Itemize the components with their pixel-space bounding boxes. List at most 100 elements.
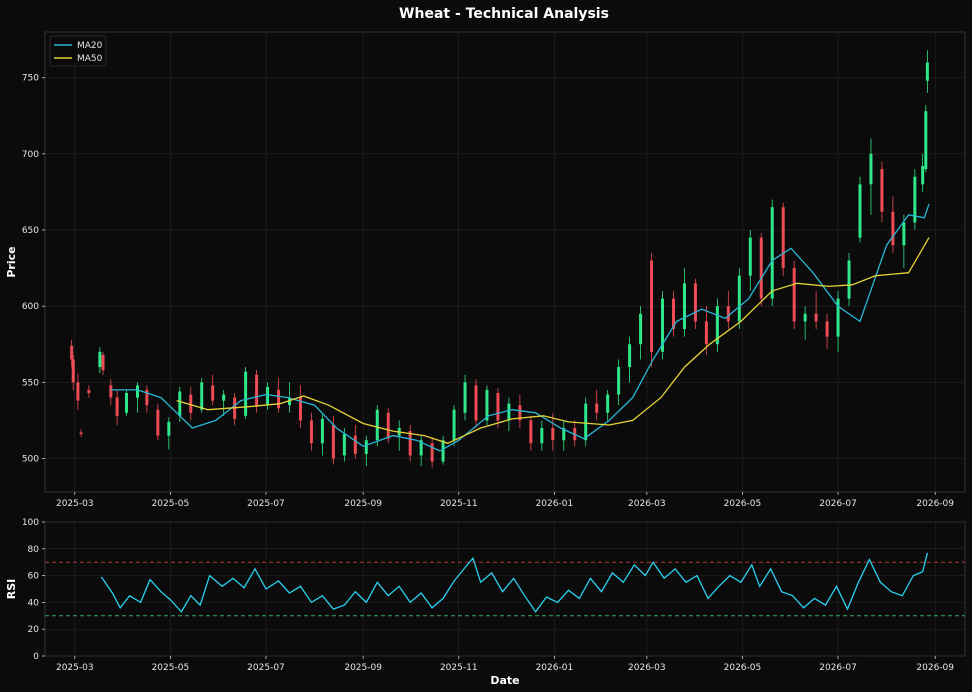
candle-body-down [115,397,119,416]
candle-body-down [101,354,105,371]
candle-body-up [540,428,544,444]
candle-body-down [211,385,215,401]
price-x-tick-label: 2026-09 [916,499,954,509]
candle-body-up [562,428,566,441]
price-y-tick-label: 600 [22,302,39,312]
rsi-line [100,552,929,613]
price-y-tick-label: 500 [22,454,39,464]
price-axis-ticks: 500 550 600 650 700 750 2025-03 2025-05 2025-07 2… [22,74,954,509]
candle-body-up [507,403,511,421]
price-y-axis-label: Price [5,246,18,277]
candle-body-down [880,169,884,212]
candle-body-down [156,409,160,436]
candle-body-down [386,412,390,439]
price-panel: 500 550 600 650 700 750 2025-03 2025-05 2025-07 2… [5,31,966,509]
candle-body-down [693,283,697,322]
price-x-tick-label: 2026-05 [724,499,762,509]
candle-body-down [595,403,599,413]
candle-body-down [331,424,335,459]
rsi-x-axis-label: Date [490,674,519,687]
legend-label-ma20: MA20 [77,41,103,51]
price-y-tick-label: 550 [22,378,39,388]
candle-body-down [891,211,895,246]
candle-body-down [309,420,313,444]
candle-body-up [715,306,719,345]
rsi-y-tick-label: 40 [28,598,40,608]
candle-body-down [529,420,533,444]
rsi-y-tick-label: 80 [28,545,40,555]
price-x-tick-label: 2026-01 [536,499,574,509]
candle-body-down [781,207,785,269]
price-x-tick-label: 2025-09 [344,499,382,509]
candle-body-down [551,428,555,441]
rsi-y-tick-label: 100 [22,518,39,528]
rsi-x-tick-label: 2026-09 [916,663,954,673]
rsi-x-tick-label: 2025-05 [152,663,190,673]
candle-body-up [320,418,324,444]
rsi-y-tick-label: 60 [28,572,40,582]
candle-body-up [639,313,643,345]
candle-body-up [902,222,906,246]
candle-body-up [135,385,139,398]
candle-body-up [924,111,928,170]
candle-body-down [408,431,412,456]
candle-body-up [200,382,204,410]
rsi-x-tick-label: 2026-05 [724,663,762,673]
candle-body-up [266,386,270,406]
price-y-tick-label: 750 [22,74,39,84]
ma20-line [110,203,930,452]
candle-body-down [70,345,74,360]
rsi-panel: 0 20 40 60 80 100 2025-03 2025-05 2025-07 2025-09… [5,518,966,687]
candle-body-down [189,394,193,413]
candle-body-down [79,432,83,435]
candle-body-down [277,389,281,409]
candle-body-up [584,403,588,441]
rsi-x-tick-label: 2026-07 [819,663,857,673]
price-x-tick-label: 2026-03 [628,499,666,509]
candle-body-down [704,321,708,345]
price-x-tick-label: 2025-03 [56,499,94,509]
rsi-grid [45,521,965,657]
candle-body-down [671,298,675,330]
legend: MA20 MA50 [49,35,107,67]
ma50-line [176,237,930,444]
candle-body-up [452,409,456,441]
candle-body-down [87,389,91,393]
rsi-x-tick-label: 2025-03 [56,663,94,673]
candle-body-up [847,260,851,299]
candle-body-down [430,443,434,462]
candle-body-up [364,440,368,454]
candle-body-up [124,392,128,413]
candle-body-up [770,207,774,299]
candle-body-up [375,409,379,441]
candle-body-up [342,434,346,456]
candle-body-up [244,371,248,416]
candle-body-down [518,405,522,421]
candle-body-up [748,237,752,276]
candle-body-down [76,382,80,401]
candle-body-down [650,260,654,352]
candle-body-up [463,382,467,413]
moving-average-lines [110,203,930,452]
candle-body-up [682,283,686,330]
price-x-tick-label: 2025-05 [152,499,190,509]
rsi-reference-lines [45,561,965,617]
rsi-y-tick-label: 20 [28,625,40,635]
price-y-tick-label: 700 [22,150,39,160]
rsi-axis-ticks: 0 20 40 60 80 100 2025-03 2025-05 2025-07 2025-09… [22,518,954,673]
candle-body-up [617,367,621,395]
candle-body-up [913,176,917,223]
candle-body-down [298,397,302,421]
candle-body-up [925,62,929,81]
candle-body-down [71,359,75,383]
candle-body-up [419,440,423,456]
candlestick-series [70,50,929,468]
candle-body-up [661,298,665,352]
candle-body-up [287,397,291,406]
candle-body-down [792,268,796,322]
candle-body-up [441,440,445,462]
candle-body-up [737,275,741,322]
candle-body-down [255,374,259,407]
chart-title: Wheat - Technical Analysis [399,6,609,22]
